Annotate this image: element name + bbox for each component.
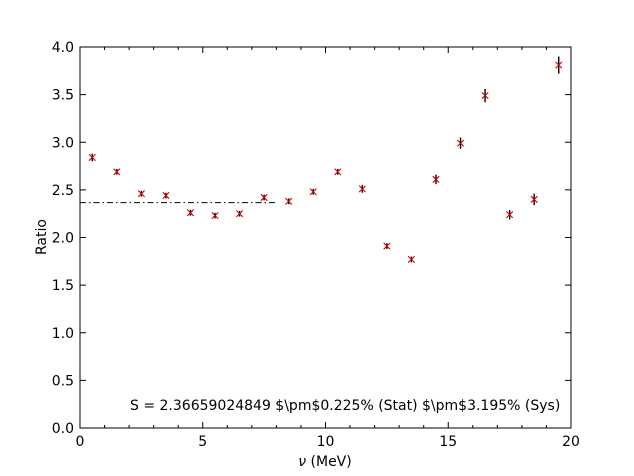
marker-stroke [235,210,244,218]
marker-stroke [162,192,170,200]
marker-stroke [432,175,440,183]
x-tick-label: 20 [562,434,580,450]
data-point [162,192,170,200]
y-tick-label: 3.0 [52,135,74,151]
data-point [186,209,195,217]
marker-stroke [260,193,268,202]
marker-stroke [285,197,293,205]
marker-stroke [137,190,145,198]
marker-stroke [113,168,121,176]
x-axis-label-unit: (MeV) [306,454,352,470]
marker-stroke [358,185,366,193]
marker-stroke [88,153,96,162]
x-axis-label-symbol: ν [298,454,306,470]
data-point [530,193,538,206]
data-point [506,209,514,220]
y-tick-label: 2.5 [52,183,74,199]
y-tick-label: 1.0 [52,326,74,342]
y-tick-label: 1.5 [52,278,74,294]
marker-stroke [383,242,391,250]
x-tick-label: 15 [439,434,457,450]
marker-stroke [456,139,465,147]
x-axis-label: ν (MeV) [298,454,351,470]
axis-ticks: 0 5 10 15 20 0.0 0.5 1.0 1.5 2.0 2.5 3.0 3.5 4.0 [52,40,580,450]
marker-stroke [555,61,563,69]
y-tick-label: 4.0 [52,40,74,56]
marker-stroke [334,168,342,176]
x-tick-label: 5 [198,434,207,450]
y-tick-label: 0.0 [52,421,74,437]
marker-stroke [211,212,219,220]
data-point [260,193,268,202]
plot-area [80,56,563,263]
x-tick-label: 10 [317,434,335,450]
data-point [211,212,219,220]
fit-annotation: S = 2.36659024849 $\pm$0.225% (Stat) $\p… [130,398,560,414]
data-point [456,137,465,149]
y-tick-label: 0.5 [52,373,74,389]
data-point [432,174,440,185]
data-point [88,153,96,162]
marker-stroke [481,91,489,100]
y-axis-label: Ratio [34,219,50,255]
data-point [383,242,391,250]
y-tick-label: 2.0 [52,231,74,247]
y-tick-label: 3.5 [52,88,74,104]
data-point [407,255,416,263]
marker-stroke [407,255,416,263]
marker-stroke [309,188,317,196]
data-point [555,56,563,74]
data-point [137,190,145,198]
data-point [235,210,244,218]
data-point [481,88,489,103]
marker-stroke [506,211,514,219]
marker-stroke [186,209,195,217]
data-point [358,185,366,193]
marker-stroke [530,195,538,203]
data-point [334,168,342,176]
data-point [285,197,293,205]
data-point [309,188,317,196]
x-tick-label: 0 [76,434,85,450]
data-point [113,168,121,176]
